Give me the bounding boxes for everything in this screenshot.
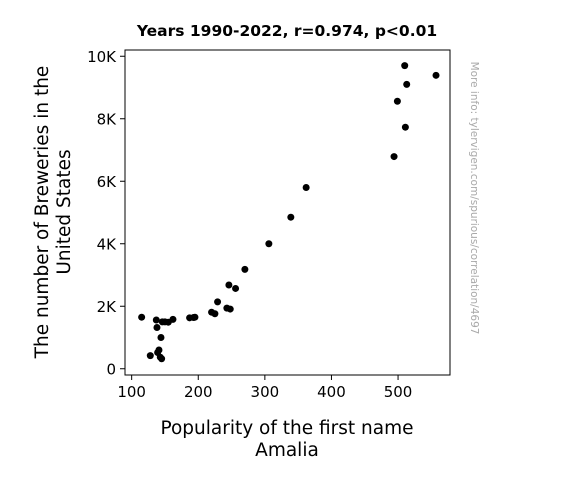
data-point — [191, 313, 199, 321]
data-point — [432, 71, 440, 79]
data-point — [232, 284, 240, 292]
source-watermark: More info: tylervigen.com/spurious/corre… — [468, 62, 480, 335]
x-axis-label-line-2: Amalia — [255, 440, 319, 461]
y-tick-label: 10K — [87, 48, 117, 66]
x-axis-label-line-1: Popularity of the first name — [160, 418, 413, 439]
x-tick-label: 300 — [251, 383, 280, 401]
data-point — [169, 315, 177, 323]
data-point — [241, 265, 249, 273]
y-tick-label: 4K — [97, 235, 118, 253]
data-point — [138, 313, 146, 321]
y-axis-label-line-2: United States — [54, 149, 75, 274]
x-tick-label: 200 — [184, 383, 213, 401]
x-tick-label: 500 — [384, 383, 413, 401]
data-point — [390, 153, 398, 161]
data-point — [146, 352, 154, 360]
y-tick-label: 6K — [97, 173, 118, 191]
data-point — [401, 62, 409, 70]
y-axis-label-line-1: The number of Breweries in the — [32, 66, 53, 360]
chart-title: Years 1990-2022, r=0.974, p<0.01 — [136, 22, 437, 40]
data-point — [287, 213, 295, 221]
data-point — [226, 305, 234, 313]
data-point — [214, 298, 222, 306]
data-point — [158, 355, 166, 363]
y-axis: 0 2K 4K 6K 8K 10K — [87, 48, 125, 378]
data-point — [152, 316, 160, 324]
x-tick-label: 400 — [317, 383, 346, 401]
plot-area: 100 200 300 400 500 0 2K 4K 6K 8K 10K — [87, 48, 451, 401]
data-point — [225, 281, 233, 289]
data-point — [302, 184, 310, 191]
data-point — [157, 334, 165, 341]
data-point — [155, 346, 163, 354]
y-tick-label: 8K — [97, 110, 118, 128]
data-point — [211, 310, 219, 318]
data-point — [153, 324, 161, 331]
y-tick-label: 2K — [97, 298, 118, 316]
data-point — [265, 240, 273, 248]
y-tick-label: 0 — [106, 360, 116, 378]
data-points — [138, 62, 440, 363]
plot-frame — [124, 49, 451, 376]
x-axis: 100 200 300 400 500 — [117, 375, 412, 401]
data-point — [403, 80, 411, 88]
x-tick-label: 100 — [117, 383, 146, 401]
data-point — [393, 97, 401, 105]
data-point — [401, 123, 409, 131]
